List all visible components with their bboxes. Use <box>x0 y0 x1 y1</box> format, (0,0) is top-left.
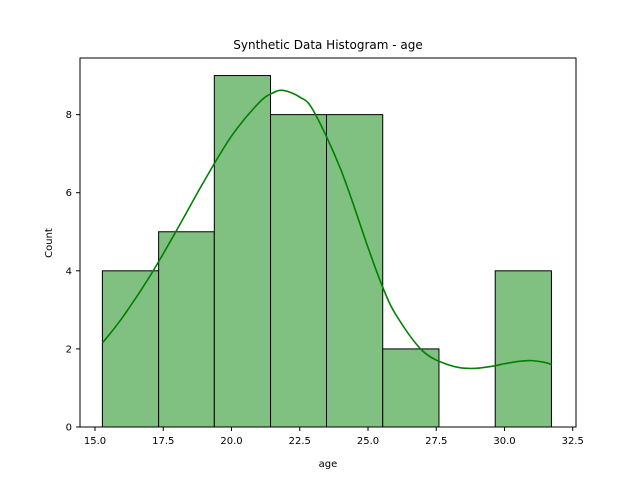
x-tick-label: 15.0 <box>84 436 106 447</box>
y-tick-label: 2 <box>66 344 72 355</box>
histogram-bar <box>270 114 327 428</box>
x-tick-label: 20.0 <box>220 436 242 447</box>
x-tick-label: 27.5 <box>425 436 447 447</box>
x-tick-label: 30.0 <box>493 436 515 447</box>
y-tick-label: 0 <box>66 423 72 434</box>
x-tick-label: 17.5 <box>152 436 174 447</box>
histogram-bar <box>494 270 552 428</box>
ticks-layer: 15.0 17.5 20.0 22.5 25.0 27.5 30.0 32.5 0 2 4 6 8 <box>66 110 584 447</box>
y-tick-label: 6 <box>66 188 72 199</box>
histogram-bar <box>382 348 440 428</box>
histogram-bar <box>325 114 384 428</box>
kde-curve <box>101 89 552 370</box>
y-tick-label: 8 <box>66 110 72 121</box>
bars-layer <box>101 75 552 428</box>
chart-title: Synthetic Data Histogram - age <box>233 38 423 52</box>
y-axis-label: Count <box>44 228 55 258</box>
x-tick-label: 25.0 <box>357 436 379 447</box>
x-axis-label: age <box>319 459 338 470</box>
x-tick-label: 22.5 <box>289 436 311 447</box>
kde-layer <box>101 89 552 370</box>
y-tick-label: 4 <box>66 266 72 277</box>
histogram-bar <box>101 270 160 428</box>
x-tick-label: 32.5 <box>562 436 584 447</box>
plot-frame <box>79 57 577 428</box>
histogram-bar <box>158 231 215 428</box>
histogram-bar <box>213 75 272 428</box>
